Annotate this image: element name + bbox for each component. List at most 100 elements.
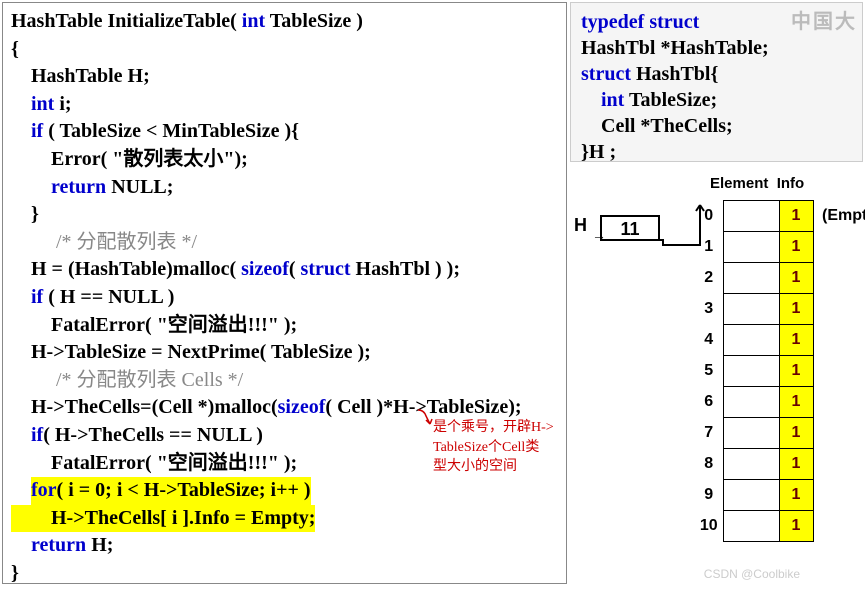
table-row: 31: [695, 294, 813, 325]
index-cell: 4: [695, 325, 723, 356]
code-comment: /* 分配散列表 */: [11, 229, 558, 257]
table-row: 81: [695, 449, 813, 480]
info-cell: 1: [779, 232, 813, 263]
table-row: 21: [695, 263, 813, 294]
code-line: i;: [54, 93, 71, 115]
code-line: ( i = 0; i < H->TableSize; i++ ): [57, 479, 311, 501]
code-line: Cell *TheCells;: [581, 113, 852, 139]
watermark: 中国大: [791, 5, 857, 34]
info-cell: 1: [779, 356, 813, 387]
code-line: TableSize ): [265, 10, 363, 32]
element-cell: [723, 418, 779, 449]
code-line: NULL;: [106, 176, 173, 198]
code-line: HashTbl *HashTable;: [581, 35, 852, 61]
code-line: }: [11, 560, 558, 588]
element-cell: [723, 294, 779, 325]
header-element: Element: [710, 175, 768, 192]
pointer-arrow-icon: [608, 195, 708, 255]
code-line: [11, 534, 31, 556]
info-cell: 1: [779, 325, 813, 356]
keyword-int: int: [601, 89, 624, 111]
keyword-sizeof: sizeof: [241, 258, 289, 280]
code-line: {: [11, 36, 558, 64]
code-line-highlight: H->TheCells[ i ].Info = Empty;: [11, 505, 315, 533]
index-cell: 3: [695, 294, 723, 325]
info-cell: 1: [779, 449, 813, 480]
index-cell: 6: [695, 387, 723, 418]
code-line: HashTbl{: [631, 63, 718, 85]
info-cell: 1: [779, 418, 813, 449]
table-row: 91: [695, 480, 813, 511]
code-line: [11, 176, 51, 198]
annotation-text: 是个乘号，开辟H-> TableSize个Cell类 型大小的空间: [433, 418, 558, 477]
code-comment: /* 分配散列表 Cells */: [11, 367, 558, 395]
code-block: HashTable InitializeTable( int TableSize…: [3, 3, 566, 592]
element-cell: [723, 356, 779, 387]
index-cell: 1: [695, 232, 723, 263]
index-cell: 10: [695, 511, 723, 542]
annotation-line: 是个乘号，开辟H->: [433, 418, 558, 438]
code-line: [11, 120, 31, 142]
code-line: H;: [86, 534, 113, 556]
code-line: Error( "散列表太小");: [11, 146, 558, 174]
code-line: HashTable H;: [11, 63, 558, 91]
element-cell: [723, 480, 779, 511]
info-cell: 1: [779, 294, 813, 325]
index-cell: 8: [695, 449, 723, 480]
element-cell: [723, 511, 779, 542]
table-row: 11: [695, 232, 813, 263]
table-row: 10 1: [695, 511, 813, 542]
keyword-struct: struct: [581, 63, 631, 85]
keyword-int: int: [242, 10, 265, 32]
info-cell: 1: [779, 511, 813, 542]
info-cell: 1: [779, 263, 813, 294]
code-line: TableSize;: [624, 89, 717, 111]
info-cell: 1: [779, 387, 813, 418]
header-info: Info: [777, 175, 805, 192]
keyword-typedef: typedef: [581, 11, 644, 33]
keyword-struct: struct: [649, 11, 699, 33]
code-line: H->TableSize = NextPrime( TableSize );: [11, 339, 558, 367]
keyword-if: if: [31, 286, 43, 308]
h-label: H: [574, 215, 587, 236]
column-headers: Element Info: [710, 175, 804, 192]
info-cell: 1: [779, 201, 813, 232]
code-line: ( H->TheCells == NULL ): [43, 424, 263, 446]
table-row: 51: [695, 356, 813, 387]
code-line: [11, 286, 31, 308]
annotation-line: 型大小的空间: [433, 457, 558, 477]
keyword-for: for: [31, 479, 57, 501]
table-row: 61: [695, 387, 813, 418]
code-line: ( TableSize < MinTableSize ){: [43, 120, 299, 142]
element-cell: [723, 325, 779, 356]
code-line: }: [11, 201, 558, 229]
code-line: HashTbl ) );: [351, 258, 460, 280]
keyword-return: return: [51, 176, 106, 198]
index-cell: 2: [695, 263, 723, 294]
code-line: H = (HashTable)malloc(: [11, 258, 241, 280]
keyword-int: int: [31, 93, 54, 115]
keyword-sizeof: sizeof: [278, 396, 326, 418]
index-cell: 9: [695, 480, 723, 511]
element-cell: [723, 232, 779, 263]
index-cell: 7: [695, 418, 723, 449]
annotation-line: TableSize个Cell类: [433, 438, 558, 458]
element-cell: [723, 387, 779, 418]
table-row: 01: [695, 201, 813, 232]
code-line: ( H == NULL ): [43, 286, 174, 308]
keyword-if: if: [31, 120, 43, 142]
keyword-struct: struct: [301, 258, 351, 280]
code-line: (: [289, 258, 301, 280]
index-cell: 0: [695, 201, 723, 232]
code-line: [581, 89, 601, 111]
code-line: FatalError( "空间溢出!!!" );: [11, 312, 558, 340]
code-panel: HashTable InitializeTable( int TableSize…: [2, 2, 567, 584]
keyword-if: if: [31, 424, 43, 446]
table-row: 41: [695, 325, 813, 356]
code-line: HashTable InitializeTable(: [11, 10, 242, 32]
csdn-watermark: CSDN @Coolbike: [704, 567, 800, 581]
element-cell: [723, 449, 779, 480]
keyword-return: return: [31, 534, 86, 556]
table-row: 71: [695, 418, 813, 449]
code-indent: [11, 479, 31, 501]
